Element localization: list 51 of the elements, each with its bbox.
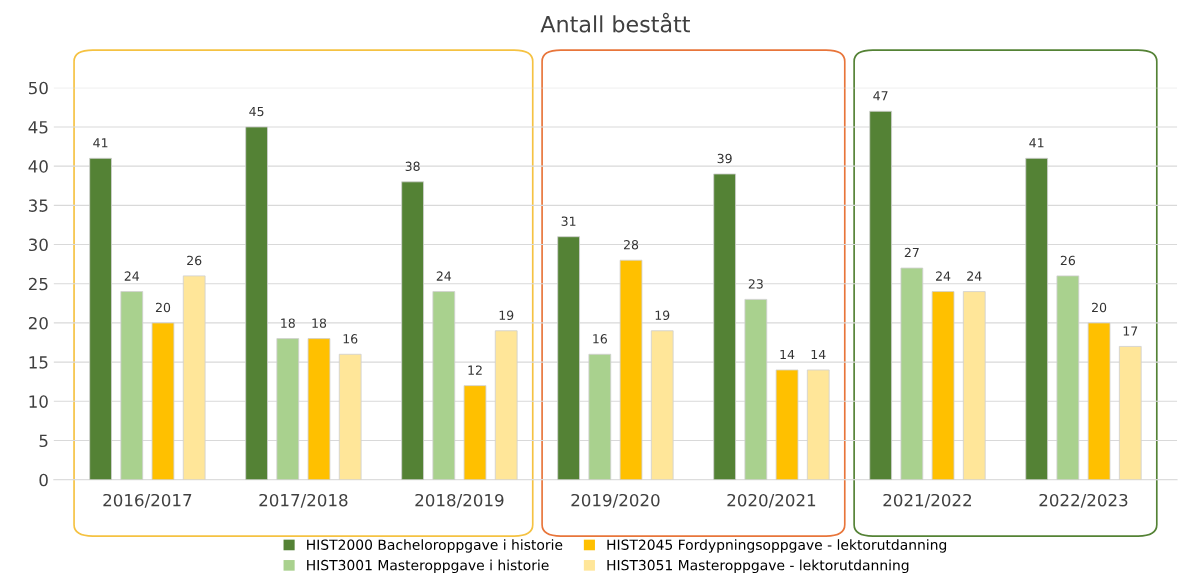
data-label: 24 [967,271,982,281]
data-label: 18 [312,318,327,328]
legend-label: HIST2045 Fordypningsoppgave - lektorutdanning [607,539,947,553]
legend-label: HIST3051 Masteroppgave - lektorutdanning [607,559,909,574]
data-label: 14 [780,349,795,360]
x-tick-label: 2018/2019 [415,493,504,508]
legend-label: HIST2000 Bacheloroppgave i historie [307,539,563,553]
data-label: 16 [343,334,358,344]
y-tick-label: 15 [29,356,48,369]
legend-label: HIST3001 Masteroppgave i historie [307,559,549,574]
data-label: 41 [1029,138,1044,148]
data-label: 17 [1123,326,1138,336]
y-tick-label: 25 [28,277,48,291]
data-label: 23 [748,279,763,289]
data-label: 20 [1092,302,1107,313]
data-label: 14 [811,349,826,360]
x-tick-label: 2021/2022 [883,493,972,508]
y-tick-label: 40 [28,160,48,173]
data-label: 45 [249,106,264,117]
x-tick-label: 2016/2017 [103,493,192,508]
chart-title: Antall bestått [540,12,690,33]
y-tick-label: 35 [28,199,48,212]
data-label: 24 [124,271,140,281]
data-label: 12 [468,365,482,375]
data-label: 28 [623,240,639,250]
data-label: 24 [936,271,951,281]
data-label: 16 [593,334,607,344]
data-label: 41 [93,138,108,148]
x-tick-label: 2019/2020 [571,493,660,508]
data-label: 27 [904,247,919,258]
y-tick-label: 30 [28,238,48,252]
data-label: 19 [499,310,514,320]
y-tick-label: 10 [29,395,48,408]
y-tick-label: 0 [39,473,48,487]
data-label: 19 [655,310,670,320]
data-label: 47 [873,91,888,101]
y-tick-label: 20 [28,316,48,330]
y-tick-label: 5 [39,434,48,448]
x-tick-label: 2022/2023 [1039,493,1128,508]
data-label: 39 [717,153,732,164]
y-tick-label: 50 [28,81,48,95]
data-label: 26 [1060,255,1076,266]
y-tick-label: 45 [28,121,48,134]
data-label: 26 [187,255,202,266]
x-tick-label: 2017/2018 [259,493,348,508]
data-label: 18 [281,318,295,328]
data-label: 24 [436,271,452,281]
x-tick-label: 2020/2021 [727,493,816,508]
data-label: 38 [405,161,420,172]
data-label: 31 [561,216,576,226]
data-label: 20 [155,302,171,313]
